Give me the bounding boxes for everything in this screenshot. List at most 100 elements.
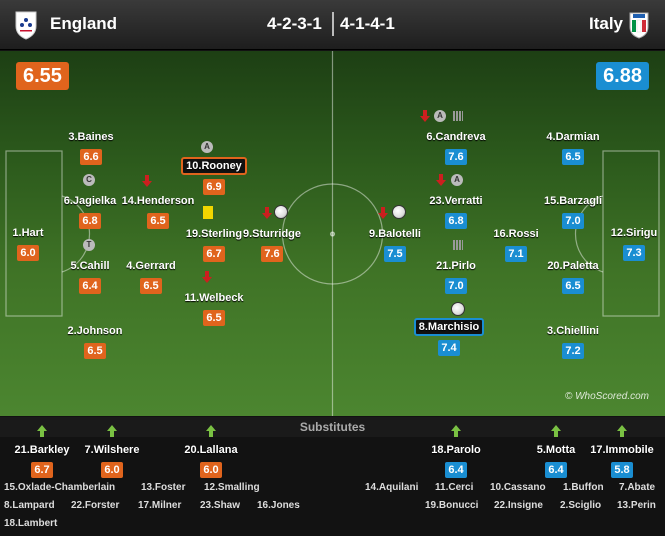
player-name: 4.Darmian: [546, 131, 600, 143]
player-cahill[interactable]: 5.Cahill 6.4: [45, 256, 135, 294]
england-crest-icon: [15, 11, 37, 40]
player-hart[interactable]: 1.Hart 6.0: [0, 223, 73, 261]
sub-on-arrow-icon: [451, 425, 461, 437]
player-rating: 7.0: [562, 213, 584, 229]
player-rossi[interactable]: 16.Rossi 7.1: [471, 224, 561, 262]
unused-sub[interactable]: 22.Insigne: [494, 500, 543, 511]
player-welbeck[interactable]: 11.Welbeck 6.5: [169, 288, 259, 326]
sub-motta[interactable]: 5.Motta 6.4: [516, 425, 596, 478]
player-name: 6.Candreva: [426, 131, 486, 143]
unused-sub[interactable]: 14.Aquilani: [365, 482, 419, 493]
sub-on-arrow-icon: [107, 425, 117, 437]
player-rating: 6.7: [31, 462, 53, 478]
player-paletta[interactable]: 20.Paletta 6.5: [528, 256, 618, 294]
unused-sub[interactable]: 8.Lampard: [4, 500, 55, 511]
player-rating: 6.5: [147, 213, 169, 229]
sub-off-arrow-icon: [420, 110, 430, 122]
sub-lallana[interactable]: 20.Lallana 6.0: [171, 425, 251, 478]
sub-off-arrow-icon: [378, 207, 388, 219]
substitutes-heading: Substitutes: [0, 417, 665, 437]
player-rating: 6.4: [445, 462, 467, 478]
unused-sub[interactable]: 17.Milner: [138, 500, 182, 511]
player-rating: 7.2: [562, 343, 584, 359]
pitch: 6.55 6.88 1.Hart 6.0 2.Johnson 6.5 5.Cah…: [0, 51, 665, 416]
player-name: 11.Welbeck: [184, 292, 244, 304]
unused-sub[interactable]: 18.Lambert: [4, 518, 58, 529]
unused-sub[interactable]: 1.Buffon: [563, 482, 604, 493]
unused-sub[interactable]: 16.Jones: [257, 500, 300, 511]
match-header: England 4-2-3-1 4-1-4-1 Italy: [0, 0, 665, 50]
unused-sub[interactable]: 13.Foster: [141, 482, 186, 493]
away-team-rating: 6.88: [596, 62, 649, 90]
sub-immobile[interactable]: 17.Immobile 5.8: [582, 425, 662, 478]
sub-wilshere[interactable]: 7.Wilshere 6.0: [72, 425, 152, 478]
player-darmian[interactable]: 4.Darmian 6.5: [528, 127, 618, 165]
player-rating: 7.6: [445, 149, 467, 165]
player-candreva[interactable]: 6.Candreva 7.6: [411, 127, 501, 165]
player-name: 3.Chiellini: [547, 325, 599, 337]
sub-barkley[interactable]: 21.Barkley 6.7: [2, 425, 82, 478]
player-rooney[interactable]: 10.Rooney 6.9: [169, 156, 259, 195]
sub-off-arrow-icon: [142, 175, 152, 187]
third-captain-badge-icon: T: [83, 239, 95, 251]
vice-captain-badge-icon: C: [83, 174, 95, 186]
player-name: 1.Hart: [12, 227, 44, 239]
player-name: 21.Barkley: [14, 444, 70, 456]
player-rating: 6.5: [84, 343, 106, 359]
italy-crest-icon: [629, 12, 649, 39]
player-rating: 6.5: [562, 278, 584, 294]
player-henderson[interactable]: 14.Henderson 6.5: [113, 191, 203, 229]
player-name: 15.Barzagli: [543, 195, 603, 207]
player-name: 7.Wilshere: [84, 444, 140, 456]
unused-sub[interactable]: 2.Sciglio: [560, 500, 602, 511]
player-rating: 6.5: [562, 149, 584, 165]
player-rating: 6.4: [545, 462, 567, 478]
unused-sub[interactable]: 10.Cassano: [490, 482, 546, 493]
player-rating: 7.6: [261, 246, 283, 262]
unused-sub[interactable]: 19.Bonucci: [425, 500, 479, 511]
unused-sub[interactable]: 15.Oxlade-Chamberlain: [4, 482, 116, 493]
player-gerrard[interactable]: 4.Gerrard 6.5: [106, 256, 196, 294]
captain-badge-icon: A: [201, 141, 213, 153]
player-sirigu[interactable]: 12.Sirigu 7.3: [589, 223, 665, 261]
player-rating: 7.0: [445, 278, 467, 294]
home-team-name[interactable]: England: [50, 14, 118, 33]
unused-sub[interactable]: 7.Abate: [619, 482, 656, 493]
player-rating: 6.7: [203, 246, 225, 262]
player-baines[interactable]: 3.Baines 6.6: [46, 127, 136, 165]
player-verratti[interactable]: 23.Verratti 6.8: [411, 191, 501, 229]
player-sterling[interactable]: 19.Sterling 6.7: [169, 224, 259, 262]
player-pirlo[interactable]: 21.Pirlo 7.0: [411, 256, 501, 294]
player-jagielka[interactable]: 6.Jagielka 6.8: [45, 191, 135, 229]
unused-sub[interactable]: 13.Perin: [617, 500, 656, 511]
whoscored-watermark[interactable]: © WhoScored.com: [564, 391, 649, 402]
player-rating: 6.8: [79, 213, 101, 229]
away-team-name[interactable]: Italy: [589, 14, 624, 33]
unused-sub[interactable]: 23.Shaw: [200, 500, 241, 511]
player-name: 10.Rooney: [181, 157, 247, 175]
player-name: 12.Sirigu: [610, 227, 658, 239]
player-johnson[interactable]: 2.Johnson 6.5: [50, 321, 140, 359]
player-name: 21.Pirlo: [436, 260, 476, 272]
captain-badge-icon: A: [434, 110, 446, 122]
player-sturridge[interactable]: 9.Sturridge 7.6: [227, 224, 317, 262]
unused-sub[interactable]: 12.Smalling: [204, 482, 260, 493]
player-name: 19.Sterling: [185, 228, 243, 240]
sub-off-arrow-icon: [202, 271, 212, 283]
player-name: 18.Parolo: [431, 444, 481, 456]
unused-sub[interactable]: 11.Cerci: [435, 482, 474, 493]
player-name: 9.Balotelli: [369, 228, 421, 240]
player-chiellini[interactable]: 3.Chiellini 7.2: [528, 321, 618, 359]
player-marchisio[interactable]: 8.Marchisio 7.4: [404, 317, 494, 356]
sub-on-arrow-icon: [551, 425, 561, 437]
sub-off-arrow-icon: [262, 207, 272, 219]
player-balotelli[interactable]: 9.Balotelli 7.5: [350, 224, 440, 262]
player-barzagli[interactable]: 15.Barzagli 7.0: [528, 191, 618, 229]
sub-parolo[interactable]: 18.Parolo 6.4: [416, 425, 496, 478]
unused-sub[interactable]: 22.Forster: [71, 500, 120, 511]
player-name: 16.Rossi: [493, 228, 539, 240]
sub-on-arrow-icon: [617, 425, 627, 437]
player-rating: 6.4: [79, 278, 101, 294]
player-rating: 6.5: [203, 310, 225, 326]
formation-divider: [332, 12, 334, 36]
